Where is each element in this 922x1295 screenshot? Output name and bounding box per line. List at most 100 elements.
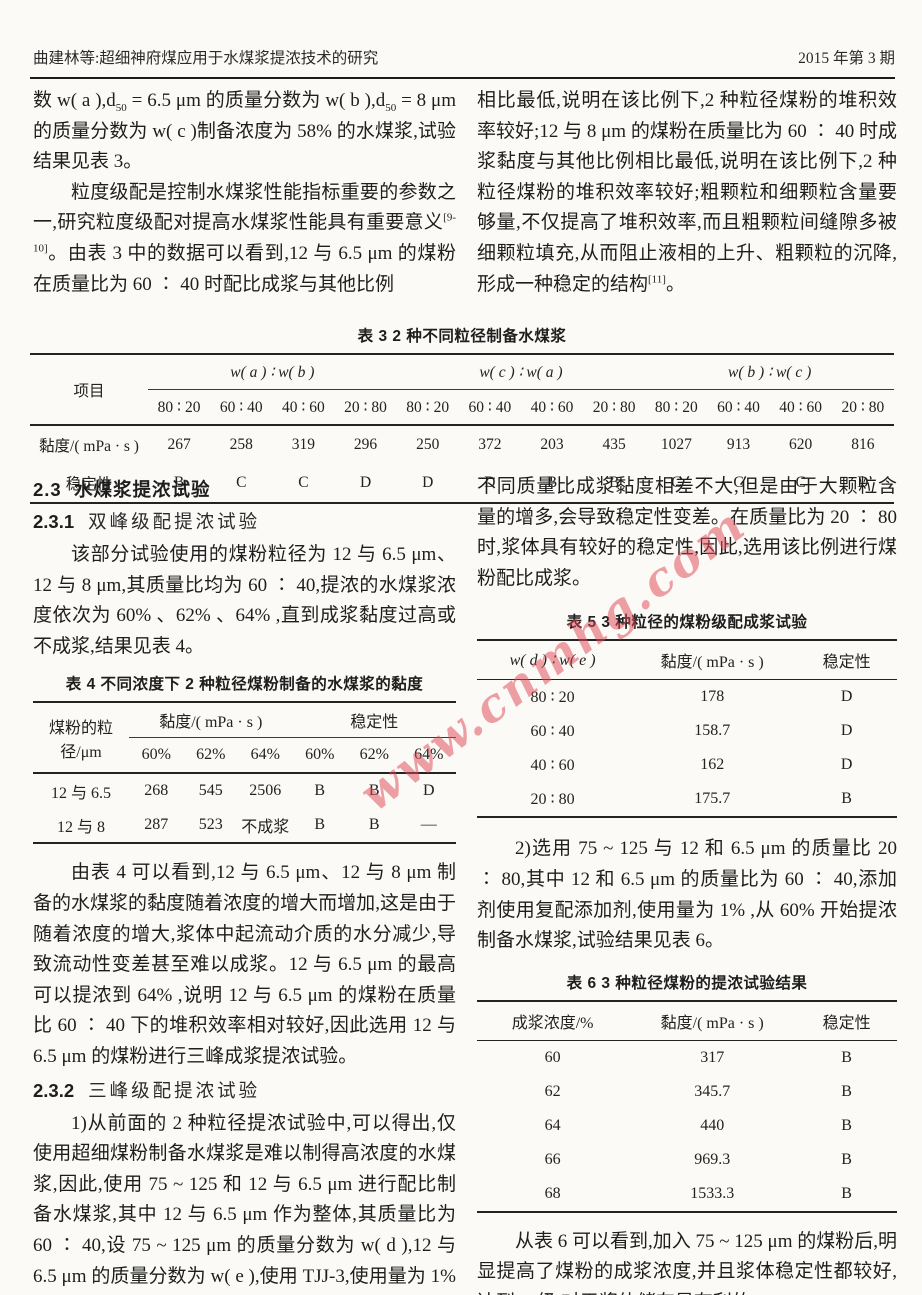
- table-cell: B: [546, 474, 558, 491]
- table-header-cell: 80 ∶ 20: [645, 389, 708, 426]
- table-header-cell: 60 ∶ 40: [707, 389, 770, 426]
- table-cell: 435: [602, 436, 626, 453]
- right-column-bottom: 不同质量比成浆黏度相差不大,但是由于大颗粒含量的增多,会导致稳定性变差。在质量比…: [477, 472, 897, 1295]
- table-row: 12 与 8 287 523 不成浆 B B —: [33, 808, 456, 843]
- text-run: 煤粉的粒: [48, 719, 113, 737]
- section-heading-2-3-1: 2.3.1 双峰级配提浓试验: [33, 508, 456, 534]
- table-cell: B: [314, 816, 326, 834]
- subscript: 50: [385, 101, 397, 114]
- table-group-header: w( c ) ∶ w( a ): [396, 354, 646, 390]
- section-number: 2.3.1: [33, 511, 75, 532]
- table-cell: D: [422, 474, 434, 491]
- table-row: 项目 w( a ) ∶ w( b ) w( c ) ∶ w( a ) w( b …: [30, 354, 894, 426]
- table-cell: 372: [478, 436, 502, 453]
- table-cell: 60 ∶ 40: [530, 723, 575, 741]
- table6-title: 表 6 3 种粒径煤粉的提浓试验结果: [566, 974, 808, 992]
- table-row: 80 ∶ 20 178 D: [477, 680, 897, 715]
- table-cell: 545: [198, 782, 223, 800]
- table-row: 60% 62% 64% 60% 62% 64%: [33, 737, 456, 775]
- table-cell: D: [484, 474, 496, 491]
- table-header-cell: 62%: [347, 737, 402, 775]
- table-row: 稳定性 B C C D D D B B C C C D: [30, 464, 894, 503]
- paragraph: 1)从前面的 2 种粒径提浓试验中,可以得出,仅使用超细煤粉制备水煤浆是难以制得…: [33, 1112, 456, 1287]
- section-title: 水煤浆提浓试验: [74, 479, 211, 500]
- table-cell: 440: [700, 1116, 725, 1134]
- table-row: 煤粉的粒 径/μm 黏度/( mPa · s ) 稳定性: [33, 702, 456, 775]
- text-run: 义: [423, 212, 444, 234]
- paragraph: 粒度级配是控制水煤浆性能指标重要的参数之一,研究粒度级配对提高水煤浆性能具有重要…: [33, 178, 456, 300]
- table5-title: 表 5 3 种粒径的煤粉级配成浆试验: [566, 614, 808, 632]
- table-cell: —: [420, 816, 437, 834]
- table-cell: 178: [700, 688, 725, 706]
- table-row: 12 与 6.5 268 545 2506 B B D: [33, 773, 456, 808]
- table-cell: B: [841, 1082, 852, 1100]
- table-cell: 66: [544, 1150, 561, 1168]
- table-row-label: 12 与 6.5: [50, 785, 111, 803]
- table-cell: 60: [544, 1048, 561, 1066]
- table-cell: B: [609, 474, 620, 491]
- table-cell: D: [857, 474, 869, 491]
- table-header-cell: 60 ∶ 40: [210, 389, 273, 426]
- table-cell: D: [840, 688, 853, 706]
- text-run: 相比最低,说明在该比例下,2 种粒径煤粉的堆积效率较好;12 与 8 μm 的煤…: [477, 90, 897, 295]
- table3-title: 表 3 2 种不同粒径制备水煤浆: [357, 328, 567, 345]
- table-cell: 816: [851, 436, 875, 453]
- table-cell: 不成浆: [241, 819, 290, 837]
- table-row: 60 317 B: [477, 1040, 897, 1075]
- table-cell: 969.3: [694, 1150, 731, 1168]
- running-header-title: 曲建林等:超细神府煤应用于水煤浆提浓技术的研究: [33, 50, 379, 67]
- left-column-bottom: 2.3 水煤浆提浓试验 2.3.1 双峰级配提浓试验 该部分试验使用的煤粉粒径为 …: [33, 472, 456, 1295]
- table-cell: 913: [726, 436, 751, 453]
- table-header-cell: 稳定性: [796, 1000, 897, 1041]
- paragraph: 数 w( a ),d50 = 6.5 μm 的质量分数为 w( b ),d50 …: [33, 86, 456, 178]
- table-header-cell: 成浆浓度/%: [477, 1000, 629, 1041]
- table-cell: B: [841, 1116, 852, 1134]
- header-rule: [30, 77, 895, 79]
- table-row: 66 969.3 B: [477, 1143, 897, 1177]
- table-cell: B: [314, 782, 326, 800]
- table-row: 68 1533.3 B: [477, 1177, 897, 1212]
- table-cell: B: [841, 1150, 852, 1168]
- table-row-label: 12 与 8: [56, 819, 105, 837]
- table-row: 64 440 B: [477, 1109, 897, 1143]
- table-row-label: 黏度/( mPa · s ): [39, 438, 139, 455]
- table-header-cell: 40 ∶ 60: [272, 389, 335, 426]
- table-cell: 203: [540, 436, 564, 453]
- paragraph: 不同质量比成浆黏度相差不大,但是由于大颗粒含量的增多,会导致稳定性变差。在质量比…: [477, 476, 897, 589]
- text-run: = 8 μm 的质量分数为 w( c )制备浓度为 58% 的水煤浆,试验结果见…: [33, 90, 456, 173]
- table-cell: 40 ∶ 60: [530, 757, 575, 775]
- table-cell: 296: [353, 436, 378, 453]
- table-cell: C: [733, 474, 744, 491]
- table-row: 40 ∶ 60 162 D: [477, 748, 897, 782]
- table-row: 20 ∶ 80 175.7 B: [477, 782, 897, 817]
- section-number: 2.3.2: [33, 1079, 75, 1101]
- text-run: 。由表 3 中的数据可以看到,12 与 6.5 μm 的煤粉在质量比为 60 ∶…: [33, 242, 456, 295]
- table-header-cell: 60 ∶ 40: [458, 389, 521, 426]
- table-group-header: 黏度/( mPa · s ): [129, 702, 293, 739]
- table-cell: 1027: [660, 436, 692, 453]
- table-3: 项目 w( a ) ∶ w( b ) w( c ) ∶ w( a ) w( b …: [30, 353, 894, 504]
- table-5: w( d ) ∶ w( e ) 黏度/( mPa · s ) 稳定性 80 ∶ …: [477, 639, 897, 819]
- table-group-header: w( a ) ∶ w( b ): [148, 354, 397, 390]
- table-cell: 62: [544, 1082, 561, 1100]
- table-header-cell: 64%: [238, 737, 293, 775]
- table-cell: C: [671, 474, 682, 491]
- table-cell: 175.7: [694, 790, 731, 808]
- table-header-cell: 20 ∶ 80: [831, 389, 894, 426]
- table-cell: 267: [167, 436, 191, 453]
- table-cell: 158.7: [694, 722, 731, 740]
- table-cell: 20 ∶ 80: [530, 791, 575, 809]
- table-cell: 317: [700, 1048, 725, 1066]
- table-header-cell: 20 ∶ 80: [334, 389, 397, 426]
- table-6: 成浆浓度/% 黏度/( mPa · s ) 稳定性 60 317 B 62 345.7…: [477, 999, 897, 1213]
- table-cell: C: [795, 474, 806, 491]
- table-header-cell: 40 ∶ 60: [520, 389, 584, 426]
- table-cell: B: [841, 1048, 852, 1066]
- table-header-cell: 黏度/( mPa · s ): [628, 640, 797, 681]
- section-heading-2-3-2: 2.3.2 三峰级配提浓试验: [33, 1077, 456, 1103]
- table-row: 80 ∶ 20 60 ∶ 40 40 ∶ 60 20 ∶ 80 80 ∶ 20 …: [30, 389, 894, 426]
- table-cell: D: [840, 756, 853, 774]
- table-cell: 162: [700, 756, 725, 774]
- running-header-issue: 2015 年第 3 期: [798, 50, 895, 67]
